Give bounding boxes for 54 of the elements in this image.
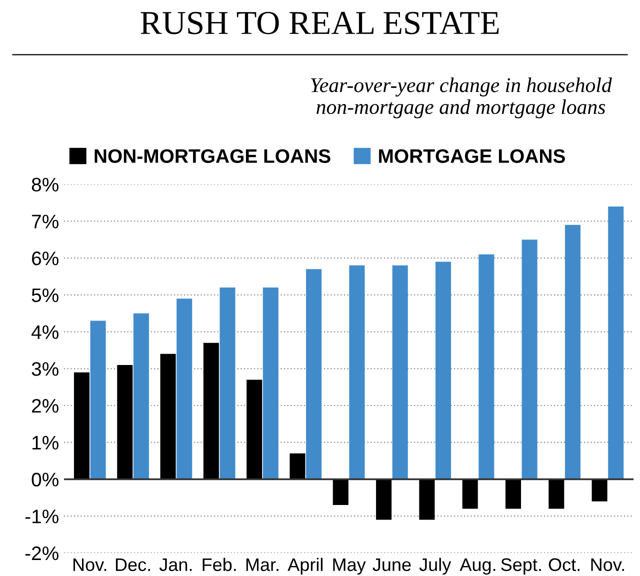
y-tick-label: 1%	[32, 436, 58, 450]
x-tick-label: Nov.	[591, 558, 624, 572]
y-tick-label: 6%	[32, 252, 58, 266]
bar	[74, 372, 90, 480]
x-tick-label: Oct.	[548, 558, 580, 572]
y-tick-label: 4%	[31, 325, 58, 339]
y-tick-label: -1%	[25, 510, 58, 524]
y-tick-label: 2%	[32, 398, 58, 413]
x-tick-label: May	[333, 558, 366, 575]
bar	[246, 380, 262, 480]
bar	[376, 479, 392, 520]
bar	[90, 320, 106, 480]
bar	[548, 479, 564, 509]
x-tick-label: June	[372, 558, 411, 572]
bar	[262, 288, 278, 480]
y-tick-label: 5%	[32, 288, 58, 302]
chart-subtitle: Year-over-year change in household non-mortgage and mortgage loans	[310, 78, 612, 118]
legend-label: MORTGAGE LOANS	[379, 149, 565, 163]
bar	[133, 313, 149, 480]
x-tick-label: Sept.	[501, 558, 541, 575]
x-tick-label: Mar.	[246, 558, 278, 572]
bar	[478, 254, 494, 480]
y-tick-label: 7%	[32, 214, 58, 228]
bar	[392, 265, 408, 480]
bar	[608, 206, 624, 480]
bar	[290, 453, 306, 480]
y-tick-label: 3%	[32, 362, 58, 376]
bar	[462, 479, 478, 509]
bar	[332, 479, 348, 506]
legend-label: NON-MORTGAGE LOANS	[94, 149, 330, 163]
y-tick-label: 8%	[32, 178, 58, 192]
bar	[435, 262, 452, 480]
x-tick-label: Aug.	[460, 558, 496, 575]
bar	[505, 479, 522, 509]
x-tick-label: Nov.	[73, 558, 106, 572]
chart-title: RUSH TO REAL ESTATE	[140, 12, 499, 34]
x-tick-label: Jan.	[159, 558, 192, 572]
x-tick-label: Feb.	[202, 558, 236, 572]
bar	[176, 298, 192, 480]
bar	[220, 288, 236, 480]
bar	[117, 364, 133, 480]
bar	[349, 265, 365, 480]
bar	[592, 479, 608, 502]
y-tick-label: -2%	[25, 546, 58, 560]
y-tick-label: 0%	[32, 472, 58, 486]
bar	[160, 354, 176, 480]
bar	[203, 342, 219, 480]
bar	[564, 224, 580, 480]
x-tick-label: Dec.	[116, 558, 150, 572]
x-tick-label: April	[288, 558, 322, 575]
x-tick-label: July	[419, 558, 452, 575]
bar	[522, 240, 538, 480]
bar	[306, 269, 322, 480]
bar	[419, 479, 435, 520]
